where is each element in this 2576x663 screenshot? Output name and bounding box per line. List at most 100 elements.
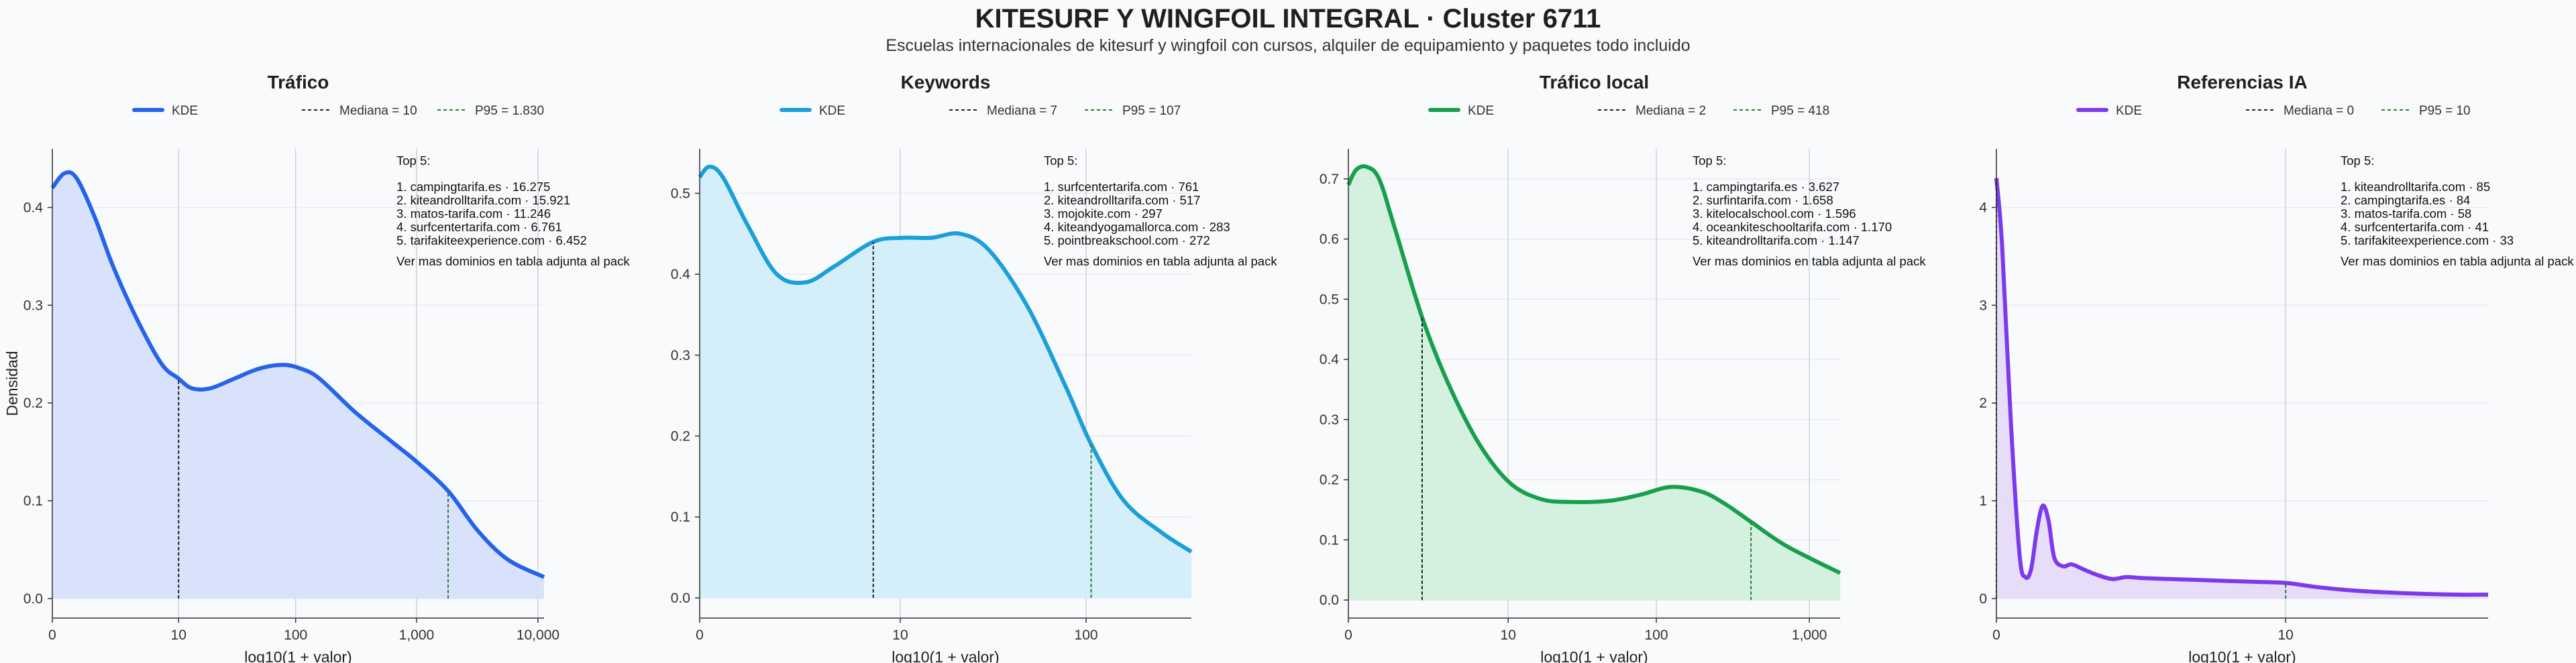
chart-title: Tráfico local xyxy=(1540,72,1649,93)
y-tick-label: 0.7 xyxy=(1320,172,1339,187)
kde-line xyxy=(50,170,545,579)
y-tick-label: 0.1 xyxy=(1320,532,1339,548)
y-tick-label: 0.2 xyxy=(671,428,690,444)
y-tick-label: 0.4 xyxy=(1320,352,1340,367)
y-tick-label: 3 xyxy=(1979,298,1987,313)
top5-item: 1. kiteandrolltarifa.com · 85 xyxy=(2341,180,2490,194)
kde-area xyxy=(1996,178,2488,599)
legend: KDE Mediana = 0 P95 = 10 xyxy=(2076,104,2471,118)
legend: KDE Mediana = 7 P95 = 107 xyxy=(780,104,1181,118)
top5-item: 5. tarifakiteexperience.com · 33 xyxy=(2341,233,2514,247)
x-tick-label: 10 xyxy=(171,627,186,643)
legend-p95-label: P95 = 107 xyxy=(1122,104,1181,118)
top5-heading: Top 5: xyxy=(396,154,430,168)
legend-p95-label: P95 = 10 xyxy=(2419,104,2471,118)
x-axis-label: log10(1 + valor) xyxy=(2188,648,2296,663)
x-tick-label: 0 xyxy=(696,627,704,643)
y-tick-label: 0.3 xyxy=(671,348,690,363)
top5-item: 4. surfcentertarifa.com · 41 xyxy=(2341,220,2489,234)
legend-median-label: Mediana = 10 xyxy=(339,104,417,118)
y-tick-label: 0.0 xyxy=(1320,593,1339,608)
top5-heading: Top 5: xyxy=(1044,154,1077,168)
x-tick-label: 0 xyxy=(1992,627,2000,643)
chart-panel-3: Tráfico local KDE Mediana = 2 P95 = 418 0.0 0… xyxy=(1320,72,1927,663)
top5-item: 3. matos-tarifa.com · 11.246 xyxy=(396,206,551,221)
kde-area xyxy=(1348,166,1840,601)
legend-median-label: Mediana = 7 xyxy=(987,104,1057,118)
y-tick-label: 1 xyxy=(1979,493,1987,509)
y-tick-label: 0.1 xyxy=(23,493,43,509)
legend-p95-label: P95 = 1.830 xyxy=(475,104,544,118)
x-tick-label: 10 xyxy=(892,627,908,643)
y-tick-label: 0.5 xyxy=(1320,292,1339,307)
page-title: KITESURF Y WINGFOIL INTEGRAL · Cluster 6… xyxy=(975,4,1601,34)
top5-heading: Top 5: xyxy=(2341,154,2374,168)
x-axis-label: log10(1 + valor) xyxy=(1540,648,1648,663)
x-tick-label: 100 xyxy=(1645,627,1668,643)
top5-item: 1. campingtarifa.es · 3.627 xyxy=(1693,180,1839,194)
legend-kde-label: KDE xyxy=(819,104,845,118)
legend-kde-label: KDE xyxy=(172,104,198,118)
top5-heading: Top 5: xyxy=(1693,154,1726,168)
y-tick-label: 0.0 xyxy=(671,591,690,606)
kde-area xyxy=(52,172,544,599)
top5-item: 4. kiteandyogamallorca.com · 283 xyxy=(1044,220,1230,234)
kde-line xyxy=(1346,164,1841,575)
legend-kde-label: KDE xyxy=(1468,104,1494,118)
legend-kde-label: KDE xyxy=(2116,104,2142,118)
top5-item: 1. surfcentertarifa.com · 761 xyxy=(1044,180,1199,194)
top5-item: 5. kiteandrolltarifa.com · 1.147 xyxy=(1693,233,1860,247)
top5-item: 2. kiteandrolltarifa.com · 15.921 xyxy=(396,193,570,207)
chart-title: Tráfico xyxy=(268,72,329,93)
top5-footer: Ver mas dominios en tabla adjunta al pac… xyxy=(2341,254,2574,268)
y-tick-label: 2 xyxy=(1979,396,1987,411)
top5-item: 1. campingtarifa.es · 16.275 xyxy=(396,180,550,194)
legend: KDE Mediana = 2 P95 = 418 xyxy=(1428,104,1829,118)
x-tick-label: 10 xyxy=(2277,627,2293,643)
top5-item: 3. matos-tarifa.com · 58 xyxy=(2341,206,2471,221)
y-tick-label: 0.5 xyxy=(671,186,690,201)
y-tick-label: 0.3 xyxy=(23,298,43,313)
top5-item: 4. oceankiteschooltarifa.com · 1.170 xyxy=(1693,220,1892,234)
x-tick-label: 0 xyxy=(48,627,56,643)
page-subtitle: Escuelas internacionales de kitesurf y w… xyxy=(885,36,1690,55)
y-tick-label: 0.4 xyxy=(23,200,44,216)
x-tick-label: 100 xyxy=(284,627,307,643)
y-tick-label: 0.4 xyxy=(671,267,691,282)
y-tick-label: 0.0 xyxy=(23,591,43,607)
legend-median-label: Mediana = 0 xyxy=(2284,104,2354,118)
x-axis-label: log10(1 + valor) xyxy=(892,648,999,663)
top5-item: 2. campingtarifa.es · 84 xyxy=(2341,193,2470,207)
top5-item: 2. kiteandrolltarifa.com · 517 xyxy=(1044,193,1200,207)
x-tick-label: 10 xyxy=(1501,627,1516,643)
kde-line xyxy=(1994,178,2489,597)
x-axis-label: log10(1 + valor) xyxy=(244,648,352,663)
chart-panel-1: Tráfico KDE Mediana = 10 P95 = 1.830 0.0 0.1 0… xyxy=(3,72,630,663)
y-tick-label: 0.3 xyxy=(1320,412,1339,428)
x-tick-label: 1,000 xyxy=(1792,627,1827,643)
y-tick-label: 4 xyxy=(1979,200,1987,216)
top5-item: 3. mojokite.com · 297 xyxy=(1044,206,1163,221)
top5-item: 4. surfcentertarifa.com · 6.761 xyxy=(396,220,562,234)
chart-panel-4: Referencias IA KDE Mediana = 0 P95 = 10 0 1 2 3… xyxy=(1979,72,2574,663)
top5-footer: Ver mas dominios en tabla adjunta al pac… xyxy=(396,254,630,268)
legend: KDE Mediana = 10 P95 = 1.830 xyxy=(132,104,544,118)
top5-annotation: Top 5: 1. kiteandrolltarifa.com · 852. ca… xyxy=(2341,154,2574,268)
top5-footer: Ver mas dominios en tabla adjunta al pac… xyxy=(1693,254,1926,268)
chart-title: Referencias IA xyxy=(2177,72,2308,93)
top5-footer: Ver mas dominios en tabla adjunta al pac… xyxy=(1044,254,1277,268)
top5-item: 2. surfintarifa.com · 1.658 xyxy=(1693,193,1833,207)
y-tick-label: 0.6 xyxy=(1320,232,1339,247)
top5-item: 3. kitelocalschool.com · 1.596 xyxy=(1693,206,1856,221)
x-tick-label: 0 xyxy=(1344,627,1352,643)
y-tick-label: 0 xyxy=(1979,591,1987,607)
legend-median-label: Mediana = 2 xyxy=(1635,104,1706,118)
top5-item: 5. tarifakiteexperience.com · 6.452 xyxy=(396,233,587,247)
y-tick-label: 0.1 xyxy=(671,509,690,525)
legend-p95-label: P95 = 418 xyxy=(1771,104,1829,118)
x-tick-label: 1,000 xyxy=(399,627,435,643)
y-tick-label: 0.2 xyxy=(1320,473,1339,488)
